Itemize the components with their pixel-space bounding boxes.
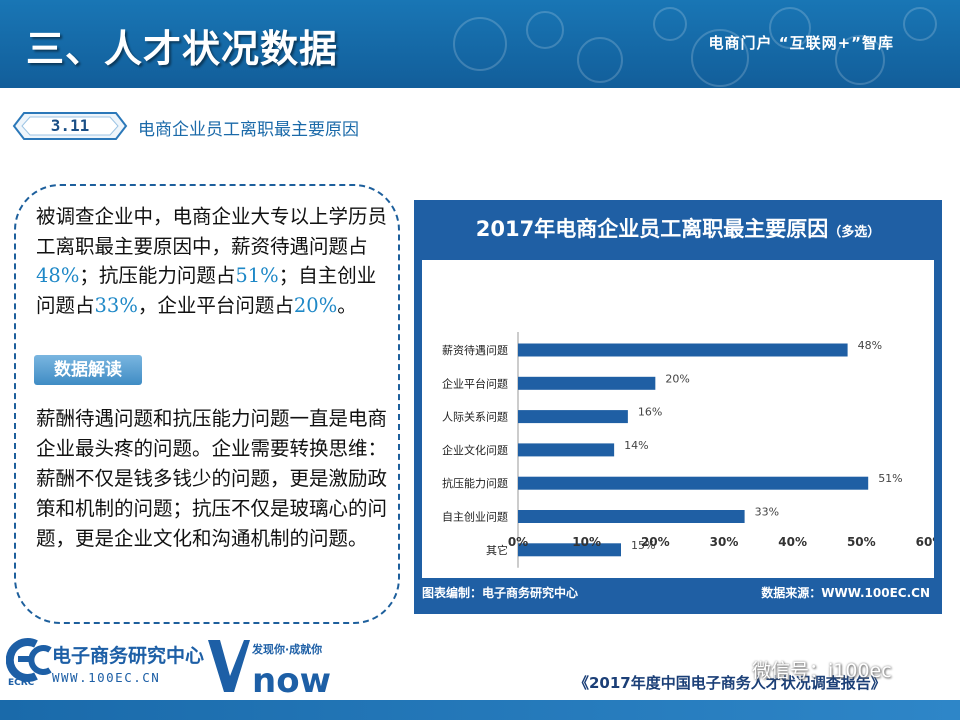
summary-text-4: ，企业平台问题占 [137,293,294,317]
x-tick-label: 10% [572,535,601,549]
summary-pct-salary: 48% [36,264,80,287]
bar-value-label: 33% [755,506,779,519]
bar [518,443,615,457]
x-tick-label: 0% [508,535,528,549]
header-bar: 三、人才状况数据 电商门户 “互联网+”智库 [0,0,960,88]
interpretation-paragraph: 薪酬待遇问题和抗压能力问题一直是电商企业最头疼的问题。企业需要转换思维：薪酬不仅… [36,407,388,550]
x-tick-label: 60% [916,535,934,549]
section-number: 3.11 [50,116,90,135]
summary-text-2: ；抗压能力问题占 [79,264,236,287]
wechat-watermark: 微信号：i100ec [752,660,892,682]
svg-text:now: now [252,661,331,696]
bar-value-label: 16% [638,406,662,419]
section-tag-shape [12,112,128,140]
category-label: 人际关系问题 [442,410,508,424]
summary-pct-startup: 33% [94,293,138,317]
chart-source: 数据来源：WWW.100EC.CN [761,586,930,600]
bar-value-label: 14% [624,439,648,452]
ecrc-abbr: ECRC [8,678,35,688]
chart-title-main: 2017年电商企业员工离职最主要原因 [475,217,829,241]
chart-plot-area: 薪资待遇问题 48% 企业平台问题 20% 人际关系问题 16% 企业文化问题 14% 抗压能力… [422,260,944,578]
category-label: 其它 [486,543,508,557]
summary-text-5: 。 [337,293,357,317]
x-tick-label: 30% [710,535,739,549]
bar [518,510,745,523]
vnow-logo-icon: now [208,640,331,696]
bar-chart: 薪资待遇问题 48% 企业平台问题 20% 人际关系问题 16% 企业文化问题 14% 抗压能力… [442,332,944,568]
bar [518,343,848,357]
page-title: 三、人才状况数据 [26,26,339,71]
category-label: 薪资待遇问题 [442,343,508,357]
category-label: 企业文化问题 [442,443,508,457]
footer-bar [0,700,960,720]
bar-value-label: 51% [878,472,902,485]
summary-text-3: ；自主创业问题占 [36,264,377,317]
category-label: 自主创业问题 [442,511,508,524]
x-tick-label: 50% [847,535,876,549]
vnow-slogan: 发现你·成就你 [252,643,323,656]
chart-title-note: （多选） [828,225,881,240]
summary-paragraph: 被调查企业中，电商企业大专以上学历员工离职最主要原因中，薪资待遇问题占 48%；抗… [36,202,391,320]
summary-pct-pressure: 51% [235,264,279,287]
header-brand: 电商门户 “互联网+”智库 [708,34,894,52]
bar-value-label: 15% [631,539,655,552]
chart-title: 2017年电商企业员工离职最主要原因（多选） [414,200,942,260]
chart-panel: 2017年电商企业员工离职最主要原因（多选） 薪资待遇问题 48% 企业平台问题 20… [414,200,944,614]
section-title: 电商企业员工离职最主要原因 [138,120,359,140]
bar [518,476,869,490]
bar [518,410,628,424]
category-label: 企业平台问题 [442,376,508,390]
summary-box [14,184,400,624]
interpretation-badge: 数据解读 [34,355,142,385]
bar [518,376,656,390]
summary-text-1: 被调查企业中，电商企业大专以上学历员工离职最主要原因中，薪资待遇问题占 [36,205,388,258]
header-pattern [453,7,937,87]
bar-value-label: 48% [858,339,882,352]
ecrc-website: WWW.100EC.CN [52,670,161,685]
chart-credit: 图表编制：电子商务研究中心 [422,586,579,600]
category-label: 抗压能力问题 [442,476,508,490]
summary-pct-platform: 20% [293,293,338,317]
x-tick-label: 20% [641,535,670,549]
report-title: 《2017年度中国电子商务人才状况调查报告》 [574,674,886,692]
ecrc-name: 电子商务研究中心 [52,645,205,667]
x-tick-label: 40% [778,535,807,549]
ecrc-logo-icon [6,638,52,682]
bar-value-label: 20% [665,372,689,385]
bar [518,543,621,557]
